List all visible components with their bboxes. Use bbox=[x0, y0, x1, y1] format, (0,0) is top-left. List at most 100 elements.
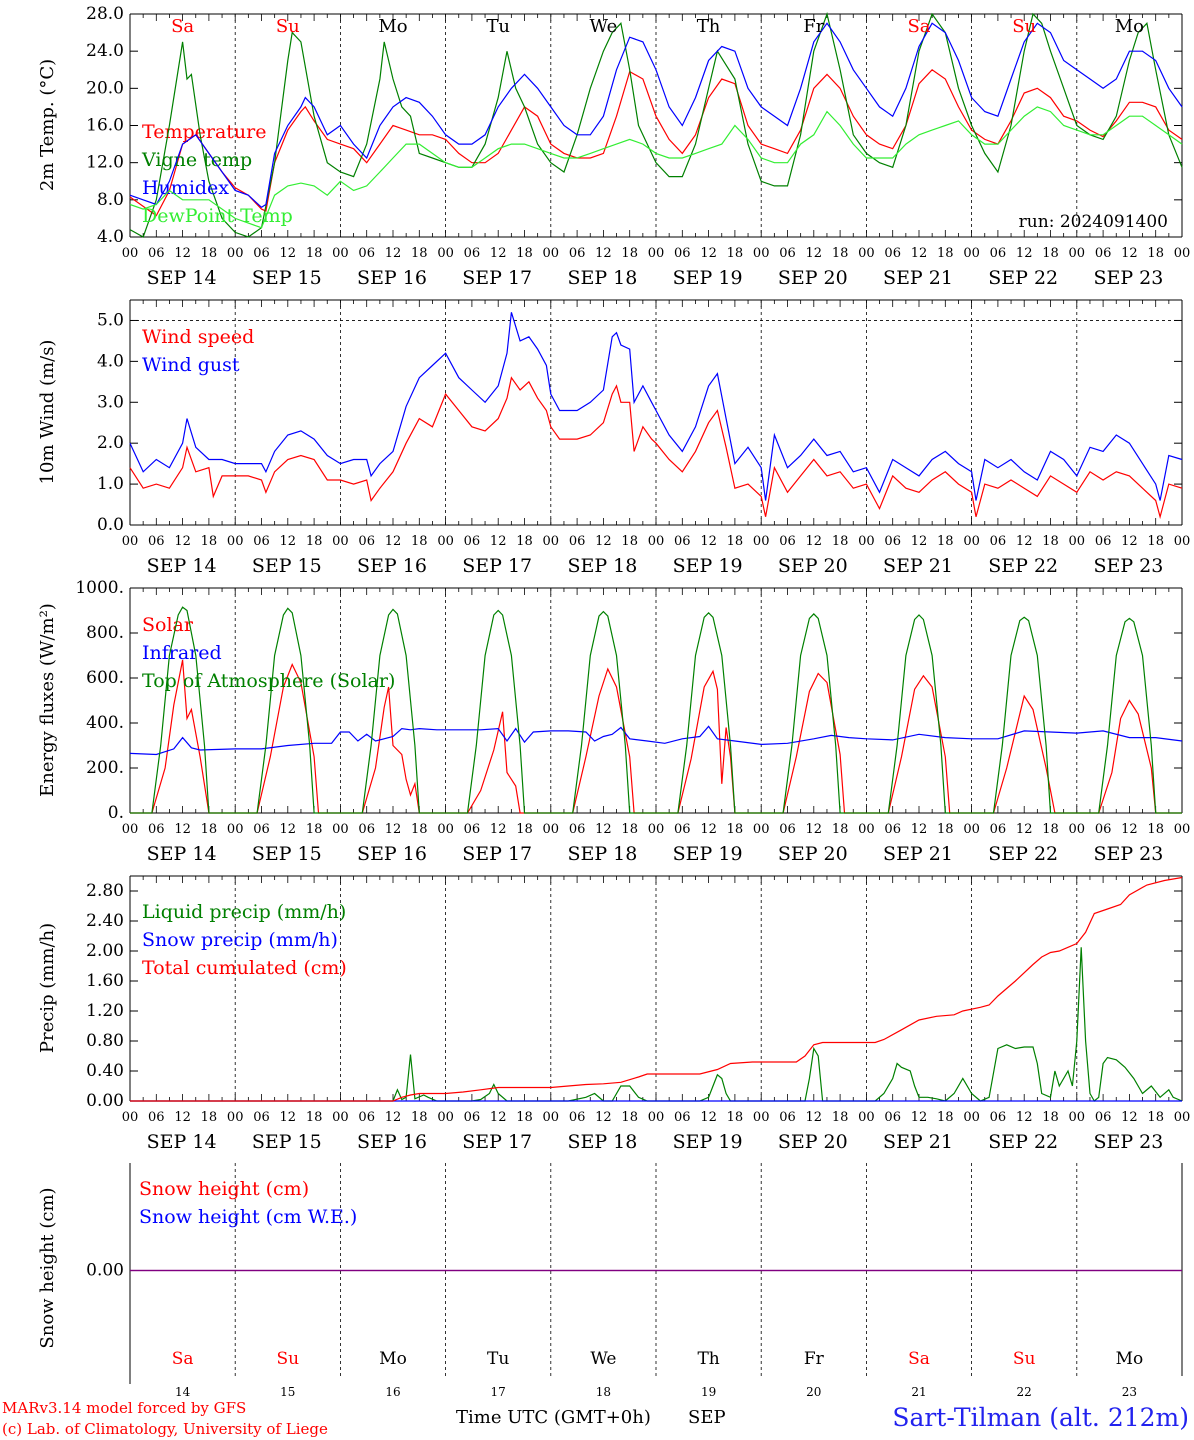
hour-label: 12 bbox=[595, 822, 612, 837]
hour-label: 06 bbox=[569, 246, 586, 261]
date-label: SEP 22 bbox=[988, 843, 1058, 865]
hour-label: 18 bbox=[201, 534, 218, 549]
date-label: SEP 20 bbox=[778, 843, 848, 865]
date-label: SEP 16 bbox=[357, 267, 427, 289]
date-label: SEP 19 bbox=[673, 267, 743, 289]
hour-label: 18 bbox=[621, 534, 638, 549]
hour-label: 18 bbox=[516, 246, 533, 261]
hour-label: 06 bbox=[148, 534, 165, 549]
hour-label: 12 bbox=[911, 246, 928, 261]
hour-label: 06 bbox=[569, 1110, 586, 1125]
hour-label: 00 bbox=[227, 1110, 244, 1125]
legend-entry: Solar bbox=[142, 614, 194, 636]
hour-label: 18 bbox=[937, 534, 954, 549]
hour-label: 12 bbox=[595, 534, 612, 549]
y-tick-label: 1000. bbox=[75, 578, 124, 598]
hour-label: 00 bbox=[648, 822, 665, 837]
hour-label: 18 bbox=[727, 246, 744, 261]
hour-label: 00 bbox=[122, 534, 139, 549]
hour-label: 18 bbox=[411, 534, 428, 549]
hour-label: 18 bbox=[411, 822, 428, 837]
legend-entry: Humidex bbox=[142, 177, 229, 199]
hour-label: 00 bbox=[227, 822, 244, 837]
y-tick-label: 24.0 bbox=[86, 41, 124, 61]
hour-label: 18 bbox=[727, 534, 744, 549]
hour-label: 00 bbox=[122, 1110, 139, 1125]
weekday-label-top: Sa bbox=[171, 16, 194, 37]
hour-label: 12 bbox=[174, 246, 191, 261]
panel-1: 4.0 8.0 12.0 16.0 20.0 24.0 28.0 2m Temp. (°C) T… bbox=[37, 4, 1190, 289]
day-number-label: 21 bbox=[911, 1385, 926, 1399]
hour-label: 00 bbox=[858, 246, 875, 261]
date-label: SEP 18 bbox=[567, 555, 637, 577]
hour-label: 06 bbox=[253, 246, 270, 261]
hour-label: 00 bbox=[1069, 246, 1086, 261]
hour-label: 12 bbox=[911, 1110, 928, 1125]
hour-label: 12 bbox=[490, 822, 507, 837]
series-line-2-2 bbox=[129, 312, 1183, 501]
hour-label: 06 bbox=[779, 822, 796, 837]
date-label: SEP 19 bbox=[673, 555, 743, 577]
hour-label: 18 bbox=[621, 246, 638, 261]
hour-label: 00 bbox=[858, 1110, 875, 1125]
y-tick-label: 12.0 bbox=[86, 153, 124, 173]
hour-label: 06 bbox=[674, 534, 691, 549]
hour-label: 06 bbox=[464, 822, 481, 837]
y-tick-label: 8.0 bbox=[97, 190, 124, 210]
y-tick-label: 0.0 bbox=[97, 515, 124, 535]
weekday-label: Tu bbox=[487, 1349, 509, 1369]
hour-label: 06 bbox=[464, 534, 481, 549]
date-label: SEP 21 bbox=[883, 843, 953, 865]
y-tick-label: 0. bbox=[108, 803, 124, 823]
hour-label: 00 bbox=[332, 1110, 349, 1125]
panel-2: 0.0 1.0 2.0 3.0 4.0 5.0 10m Wind (m/s) Wind spe… bbox=[37, 299, 1190, 577]
hour-label: 06 bbox=[779, 1110, 796, 1125]
y-tick-label: 1.20 bbox=[86, 1001, 124, 1021]
hour-label: 12 bbox=[385, 822, 402, 837]
hour-label: 12 bbox=[385, 534, 402, 549]
panel-5: 0.00 Snow height (cm) Snow height (cm) Snow… bbox=[37, 1163, 1183, 1399]
hour-label: 12 bbox=[174, 534, 191, 549]
date-label: SEP 19 bbox=[673, 1131, 743, 1153]
hour-label: 06 bbox=[148, 246, 165, 261]
y-tick-label: 2.00 bbox=[86, 941, 124, 961]
hour-label: 18 bbox=[1042, 822, 1059, 837]
hour-label: 00 bbox=[858, 534, 875, 549]
date-label: SEP 16 bbox=[357, 555, 427, 577]
hour-label: 12 bbox=[911, 534, 928, 549]
date-label: SEP 19 bbox=[673, 843, 743, 865]
date-label: SEP 17 bbox=[462, 1131, 532, 1153]
date-label: SEP 18 bbox=[567, 267, 637, 289]
hour-label: 18 bbox=[727, 822, 744, 837]
hour-label: 12 bbox=[595, 246, 612, 261]
station-name: Sart-Tilman (alt. 212m) bbox=[892, 1403, 1189, 1432]
hour-label: 06 bbox=[464, 1110, 481, 1125]
series-line-4-1 bbox=[130, 947, 1183, 1102]
hour-label: 12 bbox=[700, 246, 717, 261]
hour-label: 12 bbox=[280, 822, 297, 837]
hour-label: 06 bbox=[884, 246, 901, 261]
hour-label: 06 bbox=[884, 822, 901, 837]
hour-label: 06 bbox=[990, 1110, 1007, 1125]
y-tick-label: 400. bbox=[86, 713, 124, 733]
y-tick-label: 2.0 bbox=[97, 433, 124, 453]
y-axis-label: Precip (mm/h) bbox=[37, 923, 58, 1053]
y-tick-label: 4.0 bbox=[97, 227, 124, 247]
day-number-label: 18 bbox=[596, 1385, 611, 1399]
hour-label: 12 bbox=[1016, 1110, 1033, 1125]
y-tick-label: 800. bbox=[86, 623, 124, 643]
hour-label: 06 bbox=[253, 822, 270, 837]
legend-entry: Wind gust bbox=[142, 354, 240, 376]
hour-label: 18 bbox=[1147, 1110, 1164, 1125]
series-line-3-1 bbox=[130, 659, 1182, 814]
day-number-label: 16 bbox=[385, 1385, 400, 1399]
hour-label: 00 bbox=[437, 246, 454, 261]
hour-label: 18 bbox=[516, 1110, 533, 1125]
date-label: SEP 22 bbox=[988, 555, 1058, 577]
hour-label: 12 bbox=[911, 822, 928, 837]
weekday-label: Fr bbox=[804, 1349, 825, 1369]
hour-label: 18 bbox=[937, 1110, 954, 1125]
hour-label: 12 bbox=[700, 534, 717, 549]
date-label: SEP 21 bbox=[883, 555, 953, 577]
credit-line-1: MARv3.14 model forced by GFS bbox=[2, 1399, 246, 1417]
